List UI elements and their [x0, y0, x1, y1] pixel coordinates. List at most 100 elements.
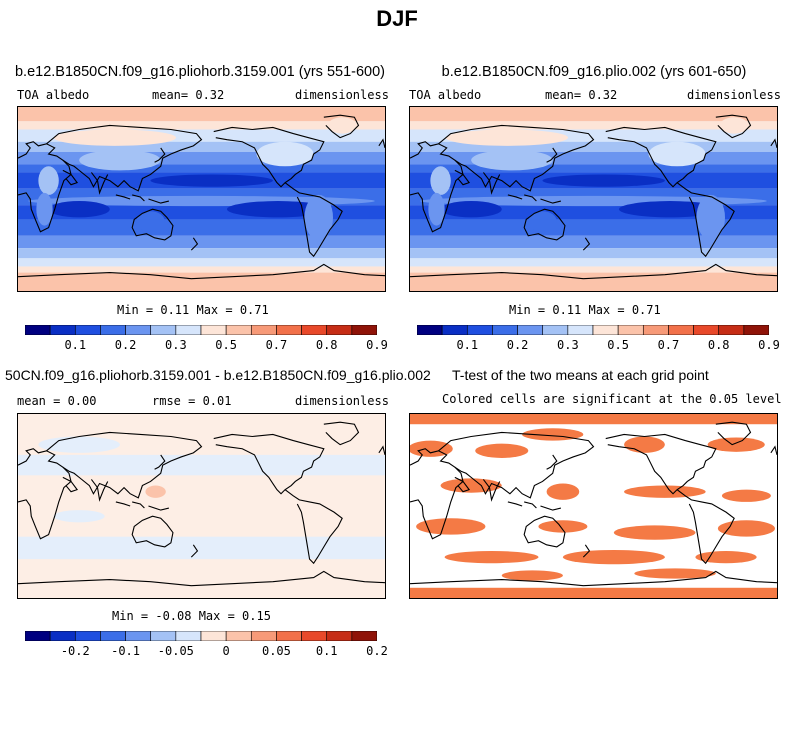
panel-4-map	[409, 413, 778, 599]
colorbar-swatch	[542, 325, 569, 335]
map-cell	[410, 587, 777, 598]
colorbar-tick-label: 0.7	[265, 338, 288, 352]
coastline	[324, 422, 359, 444]
panel-2-units: dimensionless	[687, 88, 781, 102]
map-region	[717, 520, 775, 537]
map-region	[36, 192, 53, 226]
panel-1-map	[17, 106, 386, 292]
map-cell	[410, 235, 777, 249]
colorbar-swatch	[74, 325, 101, 335]
colorbar-swatch	[225, 631, 252, 641]
coastline	[410, 264, 777, 278]
colorbar-tick-label: -0.1	[111, 644, 141, 658]
coastline	[439, 432, 594, 497]
map-region	[53, 129, 177, 146]
map-region	[232, 540, 314, 554]
map-region	[428, 192, 445, 226]
colorbar-swatch	[200, 325, 227, 335]
panel-4-subtitle: Colored cells are significant at the 0.0…	[442, 392, 782, 406]
map-region	[304, 194, 334, 240]
coastline	[410, 142, 463, 232]
map-cell	[18, 107, 385, 122]
coastline	[324, 115, 359, 137]
panel-3-title: 50CN.f09_g16.pliohorb.3159.001 - b.e12.B…	[5, 367, 431, 383]
coastline	[155, 148, 165, 162]
colorbar-swatch	[49, 631, 76, 641]
colorbar-tick-label: 0	[222, 644, 230, 658]
colorbar-swatch	[592, 325, 619, 335]
coastline	[116, 195, 169, 203]
panel-4-map-svg	[410, 414, 777, 598]
map-region	[634, 568, 716, 579]
colorbar-swatch	[25, 325, 51, 335]
map-region	[624, 436, 665, 453]
map-cell	[410, 121, 777, 130]
colorbar-swatch	[125, 631, 152, 641]
map-cell	[18, 258, 385, 267]
colorbar-tick-label: 0.3	[557, 338, 579, 352]
map-region	[150, 174, 273, 187]
colorbar-tick-label: 0.7	[657, 338, 680, 352]
colorbar-tick-label: -0.2	[60, 644, 90, 658]
map-region	[79, 149, 161, 171]
map-cell	[410, 248, 777, 259]
map-region	[719, 117, 749, 134]
panel-4-title: T-test of the two means at each grid poi…	[452, 367, 709, 383]
panel-3-mean: mean = 0.00	[17, 394, 97, 408]
map-region	[440, 478, 502, 493]
colorbar-swatch	[250, 325, 277, 335]
coastline	[63, 477, 108, 499]
coastline	[18, 142, 71, 232]
colorbar-swatch	[100, 631, 126, 641]
map-region	[444, 550, 539, 564]
colorbar-swatch	[125, 325, 152, 335]
coastline	[132, 516, 173, 547]
map-cell	[410, 266, 777, 273]
colorbar-tick-label: 0.1	[456, 338, 479, 352]
panel-3-units: dimensionless	[295, 394, 389, 408]
colorbar-swatch	[175, 325, 202, 335]
colorbar-tick-label: 0.1	[64, 338, 87, 352]
map-region	[327, 117, 357, 134]
coastline	[771, 140, 777, 148]
coastline	[547, 148, 557, 162]
panel-2-title: b.e12.B1850CN.f09_g16.plio.002 (yrs 601-…	[441, 64, 747, 80]
panel-1-units: dimensionless	[295, 88, 389, 102]
panel-2-stats: Min = 0.11 Max = 0.71	[509, 303, 661, 317]
map-region	[721, 489, 771, 502]
colorbar-swatch	[150, 325, 177, 335]
coastline	[524, 516, 565, 547]
coastline	[508, 195, 561, 203]
map-region	[38, 166, 59, 195]
panel-1-variable: TOA albedo	[17, 88, 90, 102]
coastline	[214, 434, 324, 493]
map-cell	[410, 414, 777, 425]
colorbar-swatch	[100, 325, 126, 335]
colorbar-swatch	[351, 325, 377, 335]
colorbar-swatch	[642, 325, 669, 335]
colorbar-swatch	[301, 325, 328, 335]
coastline	[716, 422, 751, 444]
panel-2-map-svg	[410, 107, 777, 291]
coastline	[214, 127, 324, 186]
map-region	[475, 443, 529, 458]
map-region	[48, 201, 110, 218]
map-cell	[18, 141, 385, 152]
coastline	[508, 502, 561, 510]
map-cell	[18, 235, 385, 249]
colorbar-swatch	[693, 325, 720, 335]
colorbar-tick-label: 0.5	[215, 338, 237, 352]
map-region	[471, 149, 553, 171]
map-cell	[410, 219, 777, 236]
map-region	[707, 437, 765, 452]
colorbar-swatch	[25, 631, 51, 641]
map-region	[696, 194, 726, 240]
map-cell	[410, 107, 777, 122]
map-region	[140, 489, 304, 502]
map-cell	[18, 121, 385, 130]
coastline	[191, 545, 197, 557]
coastline	[606, 127, 716, 186]
map-region	[136, 211, 165, 232]
coastline	[547, 455, 557, 469]
map-cell	[18, 536, 385, 560]
